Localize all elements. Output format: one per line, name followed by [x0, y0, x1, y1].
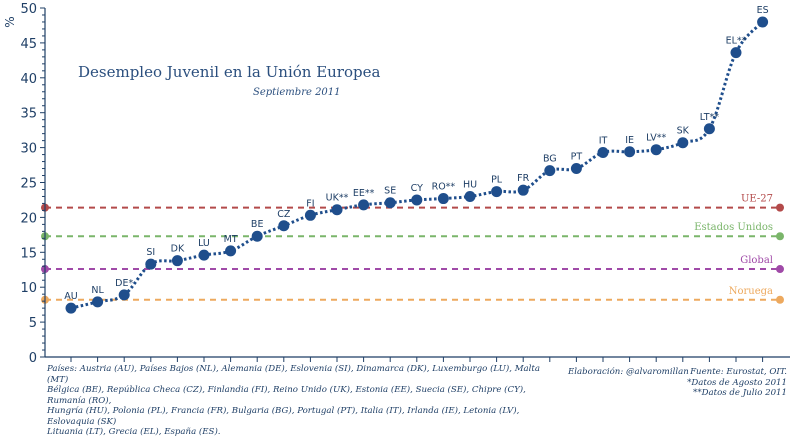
data-point-label: IE: [625, 135, 634, 146]
data-point: [624, 146, 636, 158]
data-point: [331, 204, 343, 216]
data-point: [304, 209, 316, 221]
source-line: **Datos de Julio 2011: [693, 388, 787, 398]
credit-text: Elaboración: @alvaromillan: [568, 367, 689, 377]
data-point: [570, 163, 582, 175]
data-point-label: SI: [146, 247, 155, 258]
countries-line: Hungría (HU), Polonia (PL), Francia (FR)…: [47, 406, 520, 427]
axes: 0 5 10 15 20 25 30 35 40 45 50: [20, 2, 790, 366]
data-point-label: FI: [306, 198, 314, 209]
reference-lines: UE-27 Estados Unidos Global Noruega: [41, 194, 784, 304]
data-point-label: ES: [757, 5, 769, 16]
y-axis-label: %: [3, 16, 17, 27]
reference-label: Estados Unidos: [694, 222, 773, 233]
source-line: Fuente: Eurostat, OIT.: [690, 367, 787, 377]
y-tick-label: 15: [20, 246, 37, 261]
data-point: [650, 144, 662, 156]
data-point-label: BG: [543, 154, 557, 165]
data-point: [278, 220, 290, 232]
data-point-label: NL: [91, 285, 104, 296]
data-point-label: BE: [251, 219, 264, 230]
data-point-label: DK: [171, 244, 185, 255]
data-point-label: SK: [677, 126, 690, 137]
data-point: [198, 249, 210, 261]
data-point-label: CY: [411, 183, 423, 194]
y-tick-label: 50: [20, 2, 37, 17]
chart-subtitle: Septiembre 2011: [253, 87, 341, 98]
data-point: [145, 258, 157, 270]
y-tick-label: 25: [20, 177, 37, 192]
data-point-label: EE**: [353, 188, 375, 199]
countries-line: Bélgica (BE), República Checa (CZ), Finl…: [47, 385, 526, 406]
data-point: [544, 165, 556, 177]
data-point: [251, 230, 263, 242]
data-point: [171, 255, 183, 267]
reference-dot-right: [776, 265, 784, 274]
data-point-label: DE*: [115, 278, 133, 289]
source-line: *Datos de Agosto 2011: [687, 377, 787, 388]
data-point-label: EL**: [726, 36, 747, 47]
data-point-label: LT**: [700, 112, 720, 123]
data-point-label: MT: [224, 234, 238, 245]
data-point: [491, 186, 503, 198]
y-tick-label: 10: [20, 281, 37, 296]
reference-label: Noruega: [729, 286, 773, 297]
y-tick-label: 40: [20, 72, 37, 87]
y-tick-label: 20: [20, 211, 37, 226]
data-point-label: CZ: [277, 209, 291, 220]
countries-legend: Países: Austria (AU), Países Bajos (NL),…: [47, 364, 547, 438]
reference-label: Global: [740, 255, 773, 266]
data-point: [517, 184, 529, 196]
data-point-label: SE: [384, 186, 396, 197]
data-point: [225, 245, 237, 257]
chart: UE-27 Estados Unidos Global Noruega 0 5 10 15 2…: [3, 2, 790, 366]
data-point: [730, 47, 742, 59]
data-point: [703, 123, 715, 135]
data-point: [118, 289, 130, 301]
series: AU NL DE* SI DK LU MT BE CZ FI UK** EE** SE CY RO** HU P…: [64, 5, 769, 314]
data-point-label: FR: [517, 173, 529, 184]
y-tick-label: 0: [29, 351, 37, 366]
y-tick-label: 5: [29, 316, 37, 331]
y-tick-label: 30: [20, 142, 37, 157]
data-point-label: AU: [64, 291, 77, 302]
source-notes: Fuente: Eurostat, OIT. *Datos de Agosto …: [687, 367, 787, 399]
data-point: [411, 194, 423, 206]
countries-line: Lituania (LT), Grecia (EL), España (ES).: [47, 427, 221, 437]
data-point: [65, 302, 77, 314]
data-point-label: HU: [463, 179, 477, 190]
y-tick-label: 35: [20, 107, 37, 122]
y-tick-label: 45: [20, 37, 37, 52]
data-point: [597, 146, 609, 158]
countries-line: Países: Austria (AU), Países Bajos (NL),…: [47, 364, 540, 385]
reference-dot-right: [776, 295, 784, 304]
data-point-label: LU: [198, 238, 210, 249]
data-point-label: LV**: [646, 133, 666, 144]
data-point-label: IT: [599, 135, 608, 146]
data-point-label: PL: [491, 175, 503, 186]
data-point: [437, 193, 449, 205]
data-point-label: UK**: [326, 193, 349, 204]
data-point-label: RO**: [432, 182, 456, 193]
chart-title: Desempleo Juvenil en la Unión Europea: [78, 63, 380, 81]
data-point: [358, 199, 370, 211]
data-point: [464, 190, 476, 202]
data-point: [677, 137, 689, 149]
reference-dot-right: [776, 232, 784, 241]
reference-dot-right: [776, 203, 784, 212]
data-point: [92, 296, 104, 308]
data-point-label: PT: [571, 152, 583, 163]
data-point: [384, 197, 396, 209]
data-point: [757, 16, 769, 28]
reference-label: UE-27: [741, 194, 773, 205]
